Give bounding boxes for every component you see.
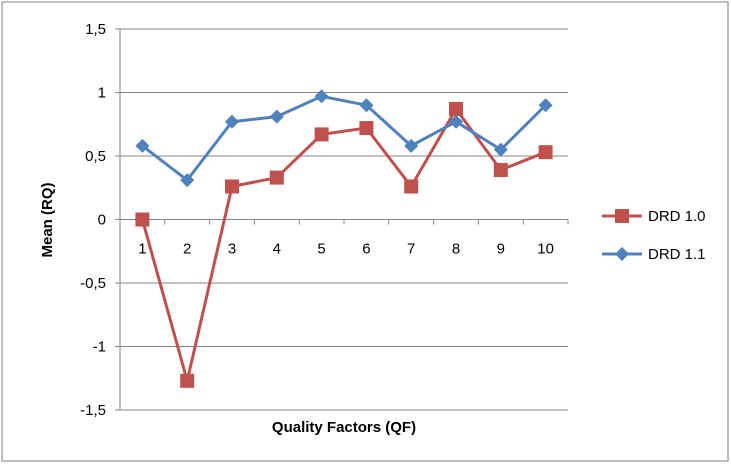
x-tick-label: 6 [362, 241, 370, 258]
data-point [404, 138, 419, 153]
data-point [314, 127, 329, 142]
data-point [269, 109, 284, 124]
series-line [140, 107, 547, 383]
data-point [449, 114, 463, 129]
x-tick-label: 2 [183, 241, 191, 258]
legend-swatch-marker [615, 209, 629, 223]
y-tick-labels: 1,5 1 0,5 0 -0,5 -1 -1,5 [80, 21, 106, 419]
x-tick-label: 10 [537, 241, 554, 258]
series-drd-1-0 [135, 102, 553, 388]
legend-label: DRD 1.0 [648, 208, 706, 225]
y-tick-label: -1 [93, 339, 106, 356]
data-point [449, 102, 463, 117]
data-point [404, 179, 419, 194]
series-line [141, 94, 547, 182]
y-tick-label: -0,5 [80, 275, 106, 292]
data-point [135, 138, 150, 153]
x-tick-label: 8 [452, 241, 460, 258]
data-point [538, 98, 553, 113]
data-point [493, 162, 508, 177]
data-point [493, 142, 508, 157]
data-point [135, 212, 150, 227]
x-axis-title: Quality Factors (QF) [272, 419, 416, 436]
legend-label: DRD 1.1 [648, 246, 706, 263]
x-tick-label: 3 [228, 241, 236, 258]
x-tick-label: 4 [273, 241, 281, 258]
x-tick-label: 1 [138, 241, 146, 258]
legend-item: DRD 1.0 [602, 208, 706, 225]
x-tick-label: 9 [497, 241, 505, 258]
data-point [314, 89, 329, 104]
data-point [225, 114, 239, 129]
series-drd-1-1 [135, 89, 553, 188]
data-point [269, 170, 284, 185]
y-axis-title: Mean (RQ) [39, 182, 56, 257]
data-point [359, 121, 374, 136]
y-tick-label: -1,5 [80, 402, 106, 419]
x-tick-labels: 1 2 3 4 5 6 7 8 9 10 [138, 241, 554, 258]
y-tick-label: 0 [98, 212, 106, 229]
data-point [180, 373, 195, 388]
axes [115, 28, 569, 411]
data-point [538, 145, 553, 160]
y-tick-label: 1 [98, 85, 106, 102]
data-point [225, 179, 239, 194]
data-point [359, 98, 374, 113]
series [135, 89, 553, 388]
x-tick-label: 5 [317, 241, 325, 258]
legend-swatch-marker [615, 247, 629, 261]
legend: DRD 1.0 DRD 1.1 [602, 208, 706, 263]
data-point [180, 173, 195, 188]
x-tick-label: 7 [407, 241, 415, 258]
y-tick-label: 1,5 [85, 21, 106, 38]
y-tick-label: 0,5 [85, 148, 106, 165]
legend-item: DRD 1.1 [602, 246, 706, 263]
